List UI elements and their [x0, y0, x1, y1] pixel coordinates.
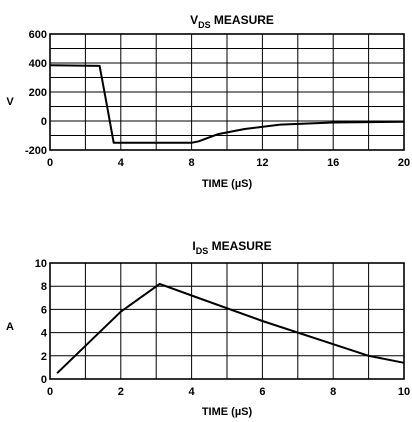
ids-y-tick-label: 0	[41, 374, 47, 386]
vds-y-tick-label: 0	[41, 116, 47, 128]
ids-y-axis-label: A	[6, 321, 14, 333]
ids-x-tick-label: 4	[189, 386, 196, 398]
vds-grid	[50, 34, 404, 150]
vds-title: VDS MEASURE	[190, 13, 274, 30]
ids-y-tick-label: 8	[41, 281, 47, 293]
vds-x-tick-label: 12	[256, 157, 268, 169]
ids-y-tick-label: 4	[41, 328, 48, 340]
ids-series-line	[56, 282, 405, 374]
vds-y-axis-label: V	[6, 96, 14, 108]
ids-y-ticks: 10 8 6 4 2 0	[35, 258, 48, 386]
vds-y-tick-label: 600	[29, 29, 47, 41]
ids-x-ticks: 0 2 4 6 8 10	[47, 386, 410, 398]
ids-y-tick-label: 10	[35, 258, 47, 270]
ids-y-tick-label: 6	[41, 304, 47, 316]
vds-x-tick-label: 0	[47, 157, 53, 169]
ids-x-tick-label: 8	[330, 386, 336, 398]
vds-y-tick-label: 400	[29, 58, 47, 70]
vds-x-tick-label: 16	[327, 157, 339, 169]
vds-y-tick-label: 200	[29, 87, 47, 99]
ids-x-axis-label: TIME (µS)	[202, 406, 253, 418]
ids-plot-frame	[49, 262, 405, 380]
ids-title: IDS MEASURE	[192, 239, 271, 256]
vds-plot-frame	[49, 33, 405, 151]
vds-x-tick-label: 4	[118, 157, 125, 169]
vds-x-tick-label: 8	[189, 157, 195, 169]
ids-x-tick-label: 6	[259, 386, 265, 398]
ids-x-tick-label: 2	[118, 386, 124, 398]
ids-y-tick-label: 2	[41, 351, 47, 363]
vds-x-tick-label: 20	[398, 157, 410, 169]
vds-x-ticks: 0 4 8 12 16 20	[47, 157, 410, 169]
ids-x-tick-label: 0	[47, 386, 53, 398]
vds-y-tick-label: -200	[25, 145, 47, 157]
ids-x-tick-label: 10	[398, 386, 410, 398]
vds-y-ticks: 600 400 200 0 -200	[25, 29, 47, 157]
ids-chart: IDS MEASURE 10 8 6 4 2 0 0 2 4 6 8 10 A TIME (µS)	[6, 239, 410, 418]
vds-x-axis-label: TIME (µS)	[202, 178, 253, 190]
ids-grid	[50, 263, 404, 379]
vds-series-line	[49, 64, 405, 144]
